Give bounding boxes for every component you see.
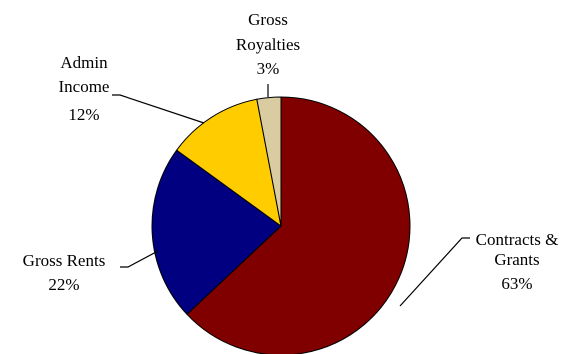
slice-category-label: Gross: [248, 10, 288, 29]
leader-line-admin-income: [112, 94, 205, 124]
slice-category-label: Income: [59, 77, 110, 96]
slice-percent-label: 3%: [257, 59, 280, 78]
pie-slice-contracts-grants: [186, 96, 411, 354]
leader-line-gross-rents: [120, 250, 159, 268]
slice-percent-label: 22%: [48, 275, 79, 294]
slice-percent-label: 12%: [68, 105, 99, 124]
slice-category-label: Contracts &: [476, 230, 559, 249]
slice-category-label: Royalties: [236, 35, 300, 54]
slice-category-label: Grants: [494, 250, 539, 269]
pie-slices: [151, 96, 411, 354]
pie-slice-gross-rents: [151, 149, 282, 316]
slice-category-label: Admin: [60, 53, 108, 72]
leader-line-contracts-grants: [399, 237, 470, 307]
slice-labels: Contracts &Grants 63% Gross Rents 22% Admin I…: [23, 10, 559, 294]
pie-slice-admin-income: [175, 98, 282, 228]
leader-lines: [112, 84, 470, 307]
slice-category-label: Gross Rents: [23, 251, 106, 270]
slice-percent-label: 63%: [501, 274, 532, 293]
pie-slice-gross-royalties: [256, 96, 282, 227]
